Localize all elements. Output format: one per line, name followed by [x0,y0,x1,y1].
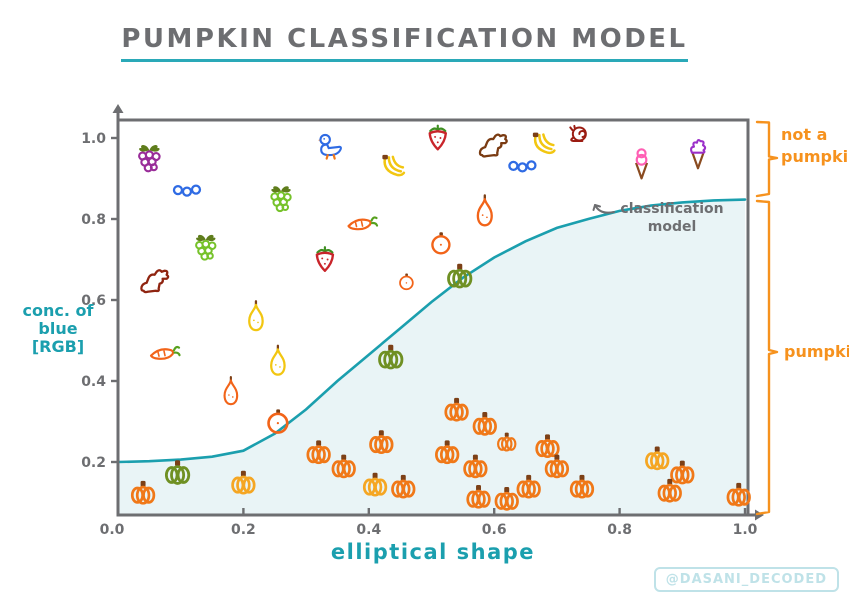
pumpkin-label: pumpkin [784,342,849,361]
icecream-pink-icon [634,148,649,180]
annotation-arrow [592,204,615,214]
tangerine-icon [399,272,414,291]
y-tick-label: 0.2 [81,455,106,471]
x-tick-label: 0.6 [482,522,507,538]
page-title-wrap: PUMPKIN CLASSIFICATION MODEL [0,24,809,62]
strawberry-icon [428,124,448,151]
classification-model-annotation: classification model [620,201,724,235]
x-axis-label: elliptical shape [330,540,536,564]
pear-yellow-icon [248,300,264,332]
x-tick-label: 0.0 [100,522,125,538]
grapes-green-icon [194,233,217,261]
y-tick-label: 0.6 [81,293,106,309]
not-a-pumpkin-bracket [755,120,779,198]
tangerine-icon [431,231,451,255]
page-title: PUMPKIN CLASSIFICATION MODEL [121,24,688,62]
icecream-purple-icon [689,138,707,170]
dog-brown-icon [478,133,508,158]
y-axis-label-line: blue [38,318,78,338]
classification-curve [116,198,747,464]
pear-orange-icon [476,194,493,227]
x-tick-label: 0.4 [356,522,381,538]
x-tick-label: 0.8 [607,522,632,538]
carrot-icon [347,216,379,231]
pumpkin-bracket [755,199,779,516]
carrot-icon [149,345,181,360]
axes: 0.0 0.2 0.4 0.6 0.8 1.0 1.0 0.8 0.6 0.4 0.2 [81,104,764,538]
grapes-purple-icon [137,143,161,173]
y-tick-label: 0.4 [81,374,106,390]
x-tick-label: 1.0 [733,522,758,538]
grapes-green-icon [270,185,292,213]
pumpkin-region-fill [118,199,748,515]
not-a-pumpkin-label: not a pumpkin [781,125,849,166]
blueberries-icon [172,184,202,197]
y-axis-label-line: conc. of [22,301,94,320]
blueberries-icon [508,160,537,173]
pear-orange-icon [223,375,239,406]
snail-icon [569,124,587,142]
pear-yellow-icon [270,344,286,376]
dog-maroon-icon [140,269,170,294]
y-axis-label-line: [RGB] [31,336,85,356]
y-tick-label: 0.8 [81,212,106,228]
x-tick-label: 0.2 [231,522,256,538]
banana-icon [381,153,406,177]
duck-icon [317,133,342,160]
watermark: @DASANI_DECODED [653,567,839,592]
strawberry-icon [315,245,335,272]
y-tick-label: 1.0 [81,131,106,147]
y-axis-label: conc. of blue [RGB] [14,302,102,356]
tangerine-icon [267,408,289,434]
banana-icon [531,131,556,155]
